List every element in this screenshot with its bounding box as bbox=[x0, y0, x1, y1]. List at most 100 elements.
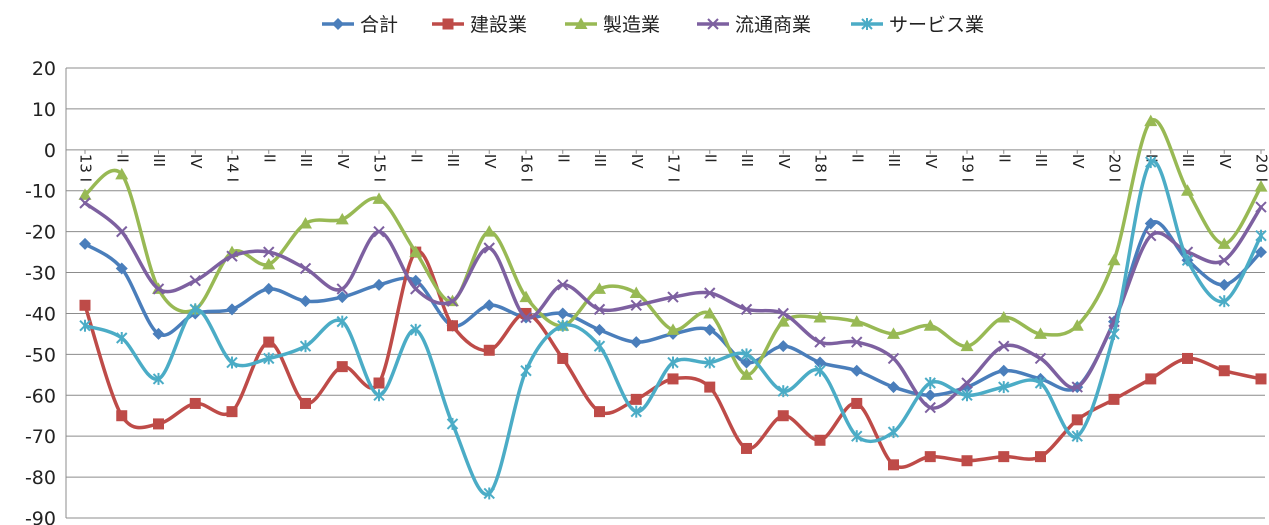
data-point bbox=[226, 356, 238, 369]
data-point bbox=[152, 372, 165, 385]
marker-stroke bbox=[557, 279, 569, 291]
data-point bbox=[152, 327, 165, 340]
marker-stroke bbox=[226, 250, 238, 262]
data-point bbox=[336, 291, 349, 304]
data-point bbox=[116, 410, 128, 422]
marker-stroke bbox=[1218, 254, 1230, 266]
data-point bbox=[447, 320, 458, 332]
data-point bbox=[299, 340, 312, 353]
data-point bbox=[336, 283, 348, 295]
y-tick-label: 0 bbox=[44, 140, 56, 162]
marker-stroke bbox=[740, 303, 753, 316]
data-point bbox=[79, 299, 91, 311]
marker-stroke bbox=[410, 283, 422, 295]
data-point bbox=[851, 336, 863, 348]
data-point bbox=[1254, 180, 1268, 192]
data-point bbox=[1144, 217, 1157, 230]
y-tick-label: -30 bbox=[25, 263, 56, 285]
data-point bbox=[814, 434, 826, 446]
marker-stroke bbox=[189, 275, 201, 287]
data-point bbox=[372, 192, 386, 204]
x-tick-label: 16 I bbox=[518, 154, 536, 182]
data-point bbox=[777, 307, 789, 320]
data-point bbox=[556, 307, 569, 320]
marker-stroke bbox=[814, 336, 826, 348]
legend-item-2: 建設業 bbox=[432, 14, 527, 36]
data-point bbox=[299, 262, 312, 275]
data-point bbox=[410, 283, 422, 295]
data-point bbox=[299, 295, 312, 308]
x-tick-label: II bbox=[113, 154, 131, 163]
x-tick-label: 19 I bbox=[959, 154, 977, 182]
x-tick-label: III bbox=[297, 154, 315, 167]
marker-stroke bbox=[152, 283, 165, 295]
x-tick-label: 13 I bbox=[77, 154, 95, 182]
data-point bbox=[189, 275, 201, 287]
marker-stroke bbox=[373, 225, 385, 238]
x-tick-label: II bbox=[407, 154, 425, 163]
y-tick-label: 10 bbox=[32, 99, 56, 121]
data-point bbox=[335, 212, 349, 225]
legend-item-5: サービス業 bbox=[851, 14, 984, 36]
x-tick-label: 18 I bbox=[812, 154, 830, 182]
marker-stroke bbox=[1255, 201, 1267, 213]
x-tick-label: III bbox=[150, 154, 168, 167]
data-point bbox=[1070, 319, 1084, 331]
data-point bbox=[593, 340, 606, 353]
data-point bbox=[630, 336, 643, 349]
data-point bbox=[998, 340, 1010, 352]
data-point bbox=[557, 352, 569, 364]
data-point bbox=[1218, 365, 1230, 377]
data-point bbox=[629, 286, 643, 298]
data-point bbox=[153, 418, 164, 430]
data-point bbox=[79, 197, 91, 209]
data-point bbox=[373, 278, 385, 291]
data-point bbox=[777, 385, 789, 398]
data-point bbox=[1145, 373, 1157, 385]
data-point bbox=[888, 459, 899, 471]
data-point bbox=[1218, 278, 1231, 291]
data-point bbox=[998, 381, 1010, 394]
y-tick-label: -90 bbox=[25, 508, 56, 525]
marker-stroke bbox=[630, 299, 642, 311]
data-point bbox=[667, 356, 679, 369]
data-point bbox=[887, 381, 900, 394]
marker-stroke bbox=[593, 303, 606, 316]
data-point bbox=[520, 364, 532, 377]
x-tick-label: IV bbox=[187, 154, 205, 169]
data-point bbox=[924, 389, 937, 402]
data-point bbox=[1255, 229, 1267, 242]
data-point bbox=[483, 299, 496, 312]
data-point bbox=[776, 315, 790, 327]
data-point bbox=[707, 18, 719, 30]
data-point bbox=[777, 410, 789, 422]
data-point bbox=[997, 311, 1011, 323]
data-point bbox=[373, 389, 385, 402]
data-point bbox=[574, 17, 588, 29]
data-point bbox=[924, 401, 936, 414]
x-tick-label: II bbox=[701, 154, 719, 163]
data-point bbox=[1218, 295, 1230, 308]
data-point bbox=[740, 303, 753, 316]
x-tick-label: 20 I bbox=[1253, 154, 1269, 182]
x-tick-label: IV bbox=[1069, 154, 1087, 169]
data-point bbox=[189, 303, 201, 316]
marker-stroke bbox=[1034, 352, 1047, 365]
x-tick-label: IV bbox=[628, 154, 646, 169]
x-tick-label: 17 I bbox=[665, 154, 683, 182]
data-point bbox=[1071, 414, 1083, 426]
data-point bbox=[740, 356, 753, 369]
marker-stroke bbox=[299, 262, 312, 275]
data-point bbox=[630, 393, 642, 405]
data-point bbox=[850, 364, 863, 377]
x-tick-label: II bbox=[995, 154, 1013, 163]
marker-stroke bbox=[998, 340, 1010, 352]
data-point bbox=[262, 282, 275, 295]
y-tick-label: -60 bbox=[25, 385, 56, 407]
x-tick-label: IV bbox=[775, 154, 793, 169]
data-point bbox=[336, 361, 348, 373]
data-point bbox=[79, 237, 91, 250]
data-point bbox=[667, 291, 679, 303]
data-point bbox=[519, 290, 533, 303]
